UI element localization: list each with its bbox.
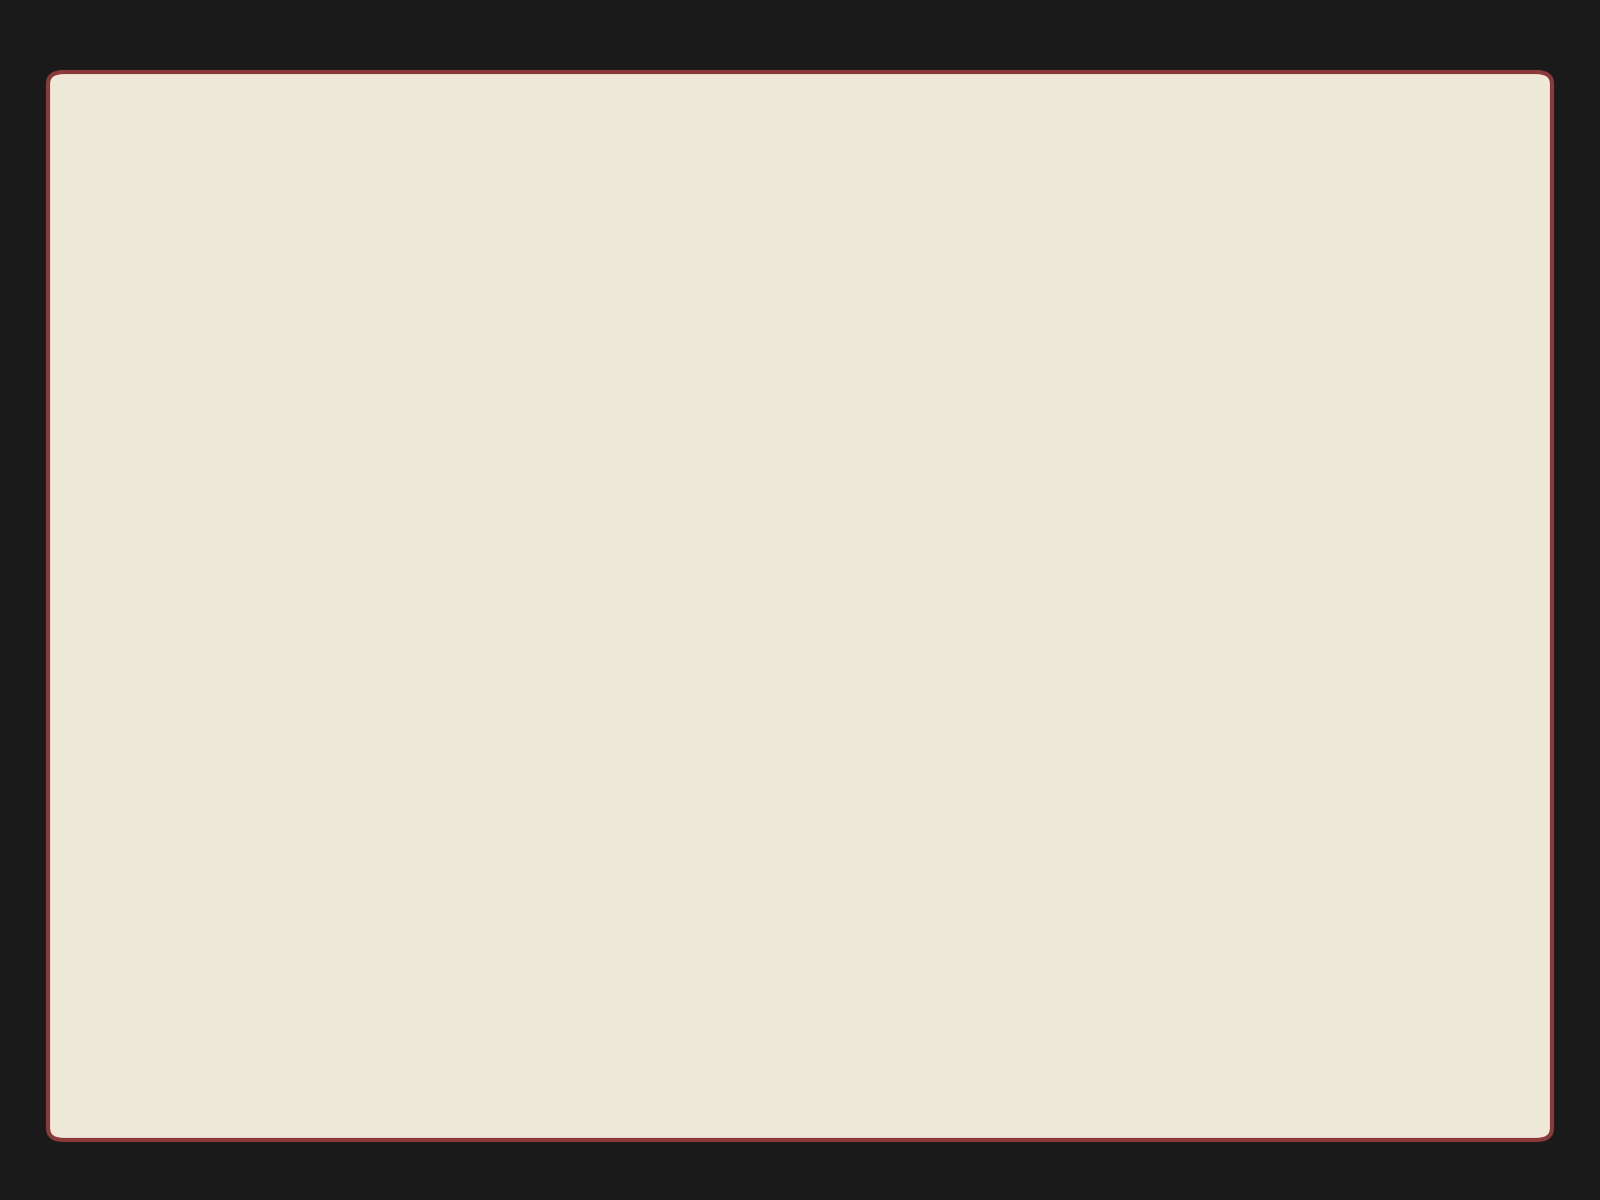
Text: Q: Q	[909, 798, 918, 810]
Text: Pressure
Regulator: Pressure Regulator	[1146, 150, 1222, 180]
Text: A/T: A/T	[704, 1020, 747, 1044]
Text: P: P	[520, 522, 530, 534]
Text: USA & CANADA: USA & CANADA	[861, 1022, 1024, 1040]
Text: Check
Connector
(for ignition
timing setting): Check Connector (for ignition timing set…	[1160, 768, 1264, 832]
Text: WE: WE	[1251, 1016, 1309, 1048]
Text: Canister: Canister	[275, 642, 341, 656]
Bar	[368, 570, 422, 666]
Text: Gas
Filter: Gas Filter	[885, 480, 926, 510]
Bar	[986, 588, 1022, 672]
Bar	[1184, 600, 1262, 660]
Text: R: R	[520, 390, 530, 402]
Text: E: E	[520, 456, 530, 468]
Text: EGR
Valve: EGR Valve	[576, 822, 616, 852]
Text: ASV: ASV	[355, 587, 389, 601]
Text: Throttle
Opener: Throttle Opener	[536, 174, 598, 204]
Text: VSV: VSV	[1267, 473, 1301, 487]
Bar	[1160, 702, 1208, 732]
Text: Vacuum  Hose  Information: Vacuum Hose Information	[608, 101, 992, 127]
Bar	[506, 348, 614, 576]
Circle shape	[614, 738, 626, 750]
Text: BVSV
(Blue): BVSV (Blue)	[307, 150, 355, 180]
Text: P: P	[768, 762, 776, 774]
Bar	[1166, 252, 1226, 300]
Bar	[259, 108, 1341, 1056]
Text: Front  of
Vehicle: Front of Vehicle	[829, 150, 902, 186]
Text: R: R	[766, 810, 776, 822]
Text: Vacuum
Sensor: Vacuum Sensor	[1256, 608, 1317, 640]
Text: With Air
Conditioner: With Air Conditioner	[296, 882, 379, 912]
Bar	[794, 762, 890, 846]
Text: VSV: VSV	[1010, 695, 1042, 709]
Bar	[1226, 468, 1286, 516]
Circle shape	[638, 738, 650, 750]
Bar	[429, 594, 458, 642]
Circle shape	[662, 738, 674, 750]
Text: EGR-
VM: EGR- VM	[829, 864, 867, 894]
Bar	[842, 498, 890, 546]
Text: 5S-FE: 5S-FE	[464, 1016, 566, 1048]
Text: 74271: 74271	[296, 1022, 354, 1040]
